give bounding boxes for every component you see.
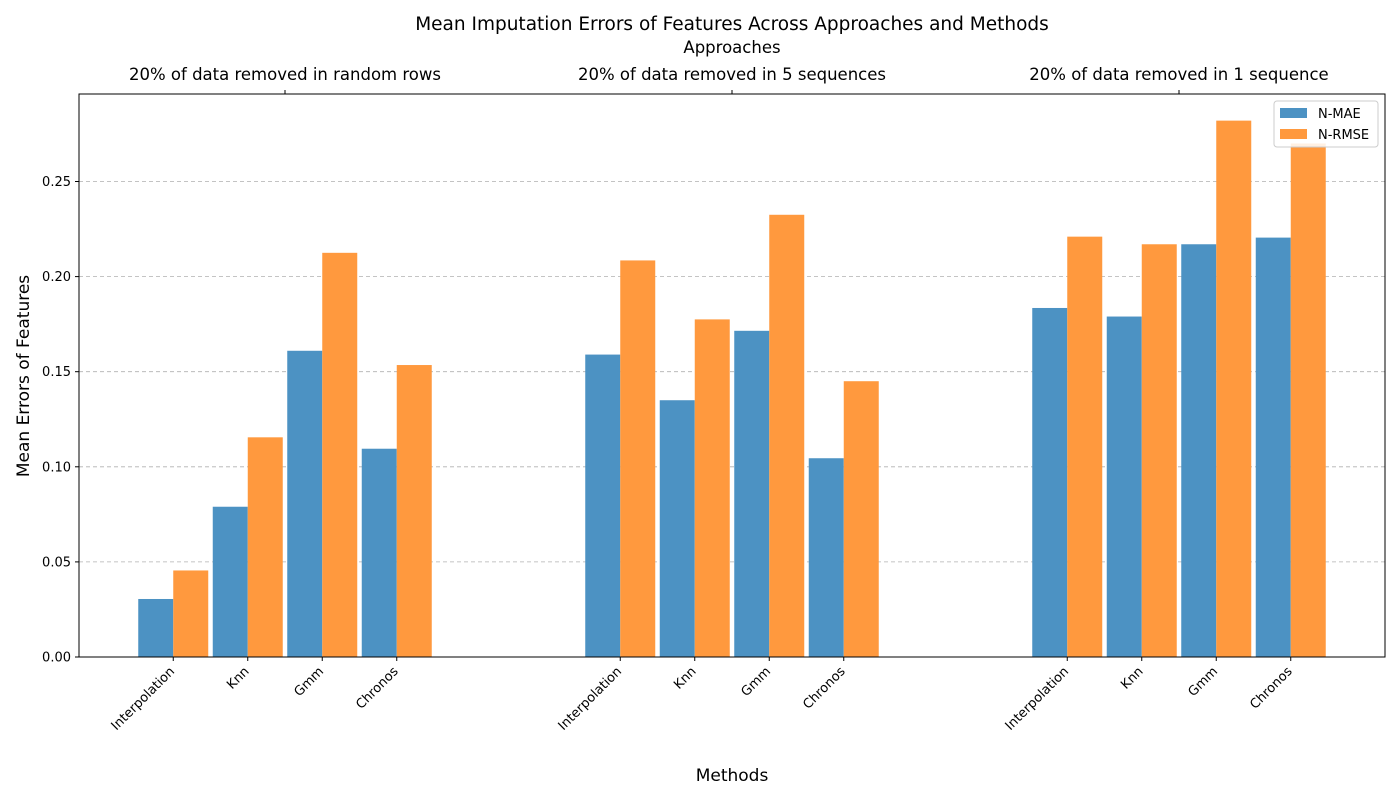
bar-n-mae-interpolation [585, 354, 621, 657]
plot-frame [78, 93, 1386, 658]
y-tick-label: 0.00 [42, 651, 71, 666]
bar-n-rmse-interpolation [1067, 236, 1103, 657]
bar-n-rmse-interpolation [173, 570, 209, 657]
bar-n-mae-gmm [1181, 244, 1217, 657]
y-tick-label: 0.25 [42, 175, 71, 190]
legend: N-MAE N-RMSE [1273, 100, 1379, 148]
y-tick-label: 0.10 [42, 460, 71, 475]
y-tick-label: 0.15 [42, 365, 71, 380]
bar-n-rmse-knn [247, 437, 283, 657]
bar-n-rmse-chronos [396, 365, 432, 657]
bar-n-mae-gmm [287, 350, 323, 657]
approach-label: 20% of data removed in random rows [129, 65, 441, 84]
bar-n-rmse-interpolation [620, 260, 656, 657]
legend-swatch-n-rmse [1280, 129, 1307, 139]
chart-title: Mean Imputation Errors of Features Acros… [415, 14, 1049, 35]
bar-n-mae-interpolation [138, 598, 174, 657]
bar-n-mae-chronos [361, 448, 397, 657]
approach-label: 20% of data removed in 5 sequences [578, 65, 886, 84]
legend-label: N-MAE [1318, 107, 1361, 122]
bar-n-mae-knn [659, 400, 695, 657]
bar-n-rmse-chronos [843, 381, 879, 657]
bar-n-rmse-gmm [1216, 120, 1252, 658]
approach-label: 20% of data removed in 1 sequence [1029, 65, 1328, 84]
x-axis-label: Methods [696, 766, 769, 786]
bar-n-rmse-knn [1141, 244, 1177, 657]
bar-n-rmse-knn [694, 319, 730, 657]
y-axis-label: Mean Errors of Features [14, 275, 34, 477]
bar-n-mae-chronos [808, 458, 844, 657]
legend-label: N-RMSE [1318, 128, 1369, 143]
bar-n-rmse-gmm [769, 214, 805, 657]
y-tick-label: 0.20 [42, 270, 71, 285]
bar-n-rmse-chronos [1290, 143, 1326, 657]
bar-n-mae-interpolation [1032, 307, 1068, 657]
bar-n-rmse-gmm [322, 252, 358, 657]
bar-n-mae-gmm [734, 330, 770, 657]
top-axis-label: Approaches [683, 38, 780, 57]
bar-n-mae-knn [212, 506, 248, 657]
legend-swatch-n-mae [1280, 108, 1307, 118]
bar-n-mae-chronos [1255, 237, 1291, 658]
bar-n-mae-knn [1106, 316, 1142, 657]
bars-layer [138, 120, 1326, 658]
y-tick-label: 0.05 [42, 555, 71, 570]
